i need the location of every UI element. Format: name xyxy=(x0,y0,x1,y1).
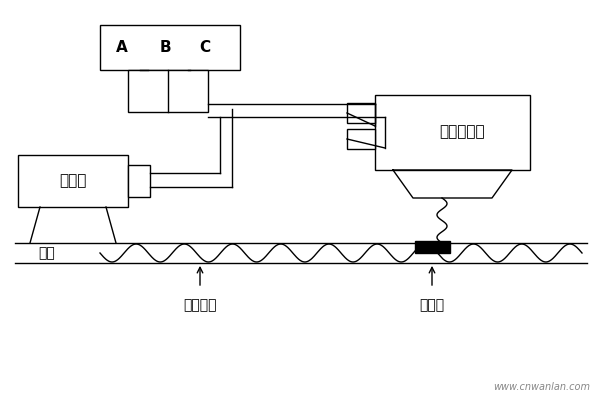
Bar xyxy=(347,103,375,123)
Text: 电伴热带: 电伴热带 xyxy=(183,298,217,312)
Bar xyxy=(100,25,240,70)
Text: 防爆温控器: 防爆温控器 xyxy=(439,124,485,140)
Text: A: A xyxy=(116,40,128,54)
Bar xyxy=(375,95,530,170)
Bar xyxy=(347,129,375,149)
Text: 接线盒: 接线盒 xyxy=(59,174,86,188)
Bar xyxy=(128,165,150,197)
Text: www.cnwanlan.com: www.cnwanlan.com xyxy=(493,382,590,392)
Bar xyxy=(128,70,208,112)
Bar xyxy=(415,241,450,253)
Bar xyxy=(18,155,128,207)
Text: B: B xyxy=(159,40,171,54)
Text: 管道: 管道 xyxy=(38,246,55,260)
Text: C: C xyxy=(199,40,211,54)
Text: 感温包: 感温包 xyxy=(419,298,445,312)
